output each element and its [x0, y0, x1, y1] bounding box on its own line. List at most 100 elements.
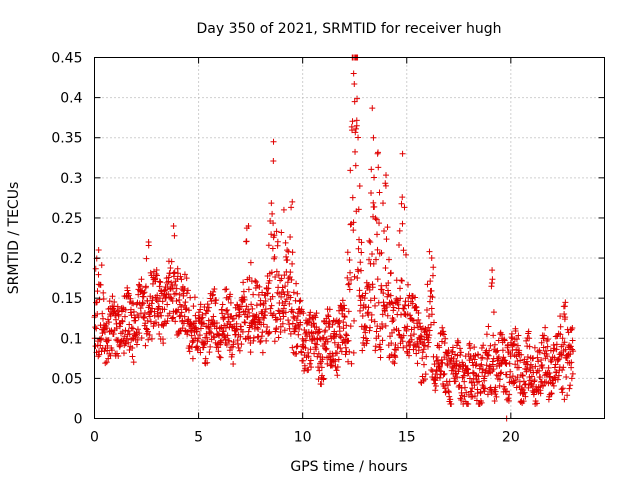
data-point	[533, 400, 540, 407]
data-point	[284, 256, 291, 263]
data-point	[133, 341, 140, 348]
data-point	[384, 224, 391, 231]
data-point	[129, 344, 136, 351]
data-point	[455, 339, 462, 346]
data-point	[153, 267, 160, 274]
data-point	[324, 338, 331, 345]
data-point	[298, 349, 305, 356]
data-point	[430, 264, 437, 271]
data-point	[517, 399, 524, 406]
data-point	[501, 337, 508, 344]
data-point	[567, 351, 574, 358]
data-point	[341, 314, 348, 321]
data-point	[307, 357, 314, 364]
data-point	[310, 320, 317, 327]
data-point	[289, 198, 296, 205]
data-point	[421, 376, 428, 383]
data-point	[171, 232, 178, 239]
data-point	[395, 344, 402, 351]
data-point	[411, 294, 418, 301]
data-point	[536, 349, 543, 356]
data-point	[477, 363, 484, 370]
data-point	[417, 332, 424, 339]
data-point	[185, 316, 192, 323]
data-point	[398, 277, 405, 284]
data-point	[422, 328, 429, 335]
data-point	[245, 328, 252, 335]
data-point	[322, 346, 329, 353]
data-point	[426, 248, 433, 255]
x-tick-label: 0	[90, 430, 99, 446]
data-point	[272, 273, 279, 280]
data-point	[227, 291, 234, 298]
data-point	[471, 344, 478, 351]
data-point	[293, 350, 300, 357]
data-point	[137, 305, 144, 312]
data-point	[216, 332, 223, 339]
data-point	[144, 328, 151, 335]
data-point	[514, 374, 521, 381]
data-point	[206, 349, 213, 356]
data-point	[415, 310, 422, 317]
data-point	[223, 341, 230, 348]
data-point	[338, 334, 345, 341]
data-point	[400, 332, 407, 339]
data-point	[553, 346, 560, 353]
data-point	[382, 180, 389, 187]
data-point	[210, 288, 217, 295]
data-point	[561, 396, 568, 403]
data-point	[270, 310, 277, 317]
data-point	[342, 351, 349, 358]
data-point	[290, 313, 297, 320]
data-point	[357, 307, 364, 314]
data-point	[316, 328, 323, 335]
data-point	[364, 337, 371, 344]
data-point	[103, 325, 110, 332]
data-point	[550, 382, 557, 389]
data-point	[514, 342, 521, 349]
data-point	[363, 340, 370, 347]
data-point	[179, 317, 186, 324]
data-point	[559, 385, 566, 392]
data-point	[344, 249, 351, 256]
data-point	[224, 332, 231, 339]
data-point	[196, 332, 203, 339]
data-point	[243, 303, 250, 310]
data-point	[358, 267, 365, 274]
data-point	[207, 343, 214, 350]
data-point	[234, 302, 241, 309]
data-point	[545, 364, 552, 371]
data-point	[423, 353, 430, 360]
data-point	[469, 385, 476, 392]
data-point	[371, 174, 378, 181]
data-point	[567, 382, 574, 389]
data-point	[355, 268, 362, 275]
data-point	[383, 236, 390, 243]
data-point	[509, 373, 516, 380]
data-point	[226, 337, 233, 344]
chart-title: Day 350 of 2021, SRMTID for receiver hug…	[197, 21, 502, 37]
data-point	[225, 318, 232, 325]
data-point	[511, 341, 518, 348]
data-point	[438, 368, 445, 375]
data-point	[481, 388, 488, 395]
data-point	[195, 335, 202, 342]
data-point	[149, 294, 156, 301]
data-point	[544, 353, 551, 360]
data-point	[473, 397, 480, 404]
data-point	[370, 260, 377, 267]
data-point	[281, 272, 288, 279]
data-point	[388, 269, 395, 276]
data-point	[122, 327, 129, 334]
data-point	[109, 293, 116, 300]
data-point	[356, 293, 363, 300]
data-point	[523, 366, 530, 373]
data-point	[176, 291, 183, 298]
data-point	[421, 342, 428, 349]
data-point	[358, 239, 365, 246]
data-point	[308, 329, 315, 336]
data-point	[460, 372, 467, 379]
data-point	[568, 375, 575, 382]
data-point	[466, 340, 473, 347]
data-point	[92, 265, 99, 272]
